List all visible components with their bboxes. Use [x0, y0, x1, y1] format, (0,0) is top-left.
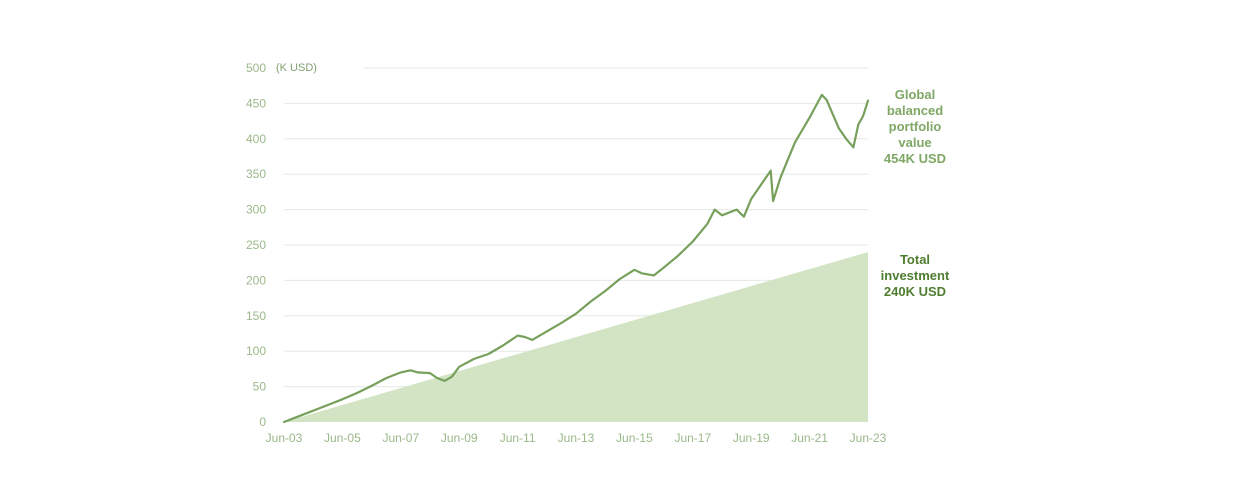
portfolio-label-line: value [898, 135, 932, 150]
grid-lines [284, 67, 868, 388]
y-tick-label: 250 [246, 238, 266, 252]
y-tick-label: 50 [253, 380, 267, 394]
portfolio-value-line [282, 93, 870, 424]
investment-area [284, 252, 868, 422]
y-tick-label: 450 [246, 96, 266, 110]
portfolio-label-line: portfolio [888, 119, 942, 134]
investment-label-value: 240K USD [883, 284, 947, 299]
investment-label-line: Total [899, 252, 931, 267]
investment-area-layer [284, 252, 868, 422]
x-axis: Jun-03 Jun-05 Jun-07 Jun-09 Jun-11 Jun-13 Jun-… [266, 431, 887, 445]
x-tick-label: Jun-03 [266, 431, 303, 445]
x-tick-label: Jun-21 [791, 431, 828, 445]
x-tick-label: Jun-13 [558, 431, 595, 445]
x-tick-label: Jun-05 [324, 431, 361, 445]
x-tick-label: Jun-23 [850, 431, 887, 445]
total-investment-label: Total investment 240K USD [872, 252, 958, 300]
investment-label-line: investment [880, 268, 950, 283]
y-tick-label: 350 [246, 167, 266, 181]
y-axis: 0 50 100 150 200 250 300 350 400 450 500 [246, 61, 266, 429]
portfolio-label-line: Global [894, 87, 936, 102]
y-tick-label: 300 [246, 203, 266, 217]
portfolio-value-label: Global balanced portfolio value 454K USD [872, 87, 958, 167]
x-tick-label: Jun-17 [674, 431, 711, 445]
y-tick-label: 400 [246, 132, 266, 146]
x-tick-label: Jun-07 [382, 431, 419, 445]
x-tick-label: Jun-15 [616, 431, 653, 445]
y-tick-label: 200 [246, 273, 266, 287]
portfolio-label-line: balanced [886, 103, 944, 118]
portfolio-line-layer [282, 93, 870, 424]
x-tick-label: Jun-19 [733, 431, 770, 445]
x-tick-label: Jun-09 [441, 431, 478, 445]
y-unit-label: (K USD) [276, 62, 317, 74]
y-tick-label: 150 [246, 309, 266, 323]
y-tick-label: 500 [246, 61, 266, 75]
x-tick-label: Jun-11 [500, 431, 536, 445]
portfolio-label-value: 454K USD [883, 151, 947, 166]
y-tick-label: 100 [246, 344, 266, 358]
y-tick-label: 0 [259, 415, 266, 429]
